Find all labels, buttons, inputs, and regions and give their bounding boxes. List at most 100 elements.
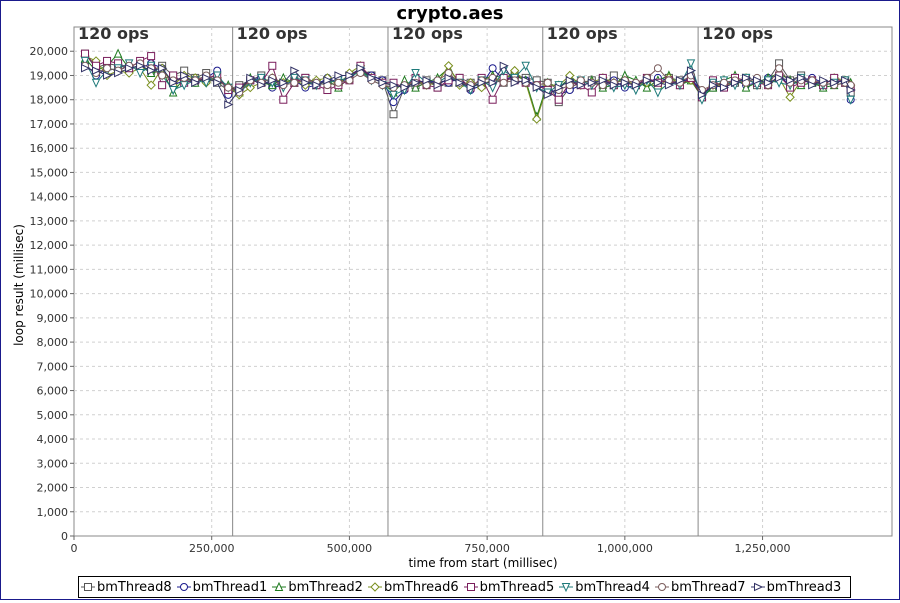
y-tick-label: 9,000	[37, 312, 69, 325]
data-point	[235, 85, 245, 95]
x-axis-label: time from start (millisec)	[408, 556, 557, 570]
data-point	[830, 78, 840, 88]
data-point	[543, 78, 552, 87]
data-point	[169, 78, 179, 88]
y-tick-label: 4,000	[37, 433, 69, 446]
data-point	[697, 90, 708, 100]
y-tick-label: 19,000	[30, 69, 69, 82]
x-tick-label: 0	[71, 542, 78, 555]
plot-area	[73, 26, 893, 537]
data-point	[499, 61, 509, 71]
data-point	[103, 71, 113, 80]
phase-marker-label: 120 ops	[547, 24, 618, 43]
data-point	[370, 582, 380, 592]
data-point	[91, 78, 101, 88]
legend-item: bmThread7	[654, 580, 746, 595]
data-point	[389, 110, 398, 119]
data-point	[686, 59, 696, 69]
data-point	[477, 78, 487, 88]
legend-label: bmThread8	[97, 579, 172, 595]
data-point	[657, 583, 666, 591]
legend-item: bmThread6	[367, 580, 459, 595]
legend-item: bmThread1	[176, 580, 267, 595]
y-tick-label: 0	[61, 530, 68, 543]
legend-item: bmThread4	[559, 580, 650, 595]
data-point	[543, 90, 553, 100]
data-point	[846, 95, 855, 105]
data-point	[158, 81, 167, 90]
data-point	[653, 88, 663, 98]
legend-item: bmThread3	[750, 579, 842, 595]
phase-markers: 120 ops 120 ops 120 ops 120 ops 120 ops	[78, 24, 773, 536]
data-point	[499, 78, 508, 87]
data-point	[103, 56, 112, 65]
y-tick-label: 6,000	[37, 385, 69, 398]
series-group	[80, 48, 856, 124]
data-point	[268, 76, 278, 85]
legend-label: bmThread3	[766, 579, 842, 595]
data-point	[135, 69, 145, 79]
data-point	[257, 73, 266, 84]
y-tick-label: 12,000	[30, 239, 69, 252]
y-tick-label: 7,000	[37, 360, 69, 373]
data-point	[819, 76, 829, 85]
data-point	[389, 80, 399, 90]
data-point	[113, 48, 123, 58]
data-point	[675, 76, 686, 85]
data-point	[797, 73, 807, 83]
data-point	[312, 80, 322, 90]
data-point	[146, 80, 156, 90]
data-point	[81, 63, 91, 73]
data-point	[488, 95, 497, 104]
legend-swatch	[463, 583, 478, 591]
data-point	[345, 71, 355, 80]
phase-marker-label: 120 ops	[702, 24, 773, 43]
y-axis: 0 1,000 2,000 3,000 4,000 5,000 6,000 7,000 8,00…	[30, 45, 74, 543]
y-tick-label: 5,000	[37, 409, 69, 422]
data-point	[576, 80, 586, 90]
data-point	[411, 82, 420, 92]
data-point	[411, 69, 420, 79]
data-point	[775, 64, 784, 73]
y-tick-label: 2,000	[37, 482, 69, 495]
x-tick-label: 250,000	[189, 542, 235, 555]
data-point	[742, 73, 752, 83]
x-tick-label: 500,000	[327, 542, 373, 555]
x-tick-label: 1,250,000	[735, 542, 791, 555]
legend-swatch	[559, 583, 574, 593]
data-point	[180, 71, 190, 80]
y-axis-label: loop result (millisec)	[12, 224, 26, 346]
data-point	[179, 583, 188, 591]
data-point	[444, 73, 454, 83]
data-point	[275, 581, 284, 591]
legend-swatch	[654, 583, 669, 591]
legend-item: bmThread2	[272, 580, 363, 595]
y-tick-label: 8,000	[37, 336, 69, 349]
data-point	[103, 64, 112, 73]
phase-marker-label: 120 ops	[78, 24, 149, 43]
data-point	[125, 63, 135, 73]
data-point	[268, 61, 277, 70]
data-point	[257, 80, 267, 90]
data-point	[279, 95, 288, 104]
data-point	[290, 78, 299, 87]
y-tick-label: 16,000	[30, 142, 69, 155]
data-point	[224, 100, 234, 109]
data-point	[609, 80, 620, 90]
data-point	[731, 78, 741, 88]
y-tick-label: 11,000	[30, 263, 69, 276]
phase-marker-label: 120 ops	[237, 24, 308, 43]
data-point	[455, 78, 465, 88]
legend-swatch	[81, 583, 95, 591]
data-point	[334, 78, 343, 87]
data-point	[664, 80, 675, 90]
y-tick-label: 15,000	[30, 166, 69, 179]
data-point	[565, 76, 575, 85]
data-point	[400, 83, 410, 92]
data-point	[147, 66, 157, 75]
legend: bmThread8 bmThread1 bmThread2 bmThread6 bmTh…	[78, 576, 852, 598]
data-point	[279, 78, 289, 88]
data-point	[521, 76, 531, 85]
